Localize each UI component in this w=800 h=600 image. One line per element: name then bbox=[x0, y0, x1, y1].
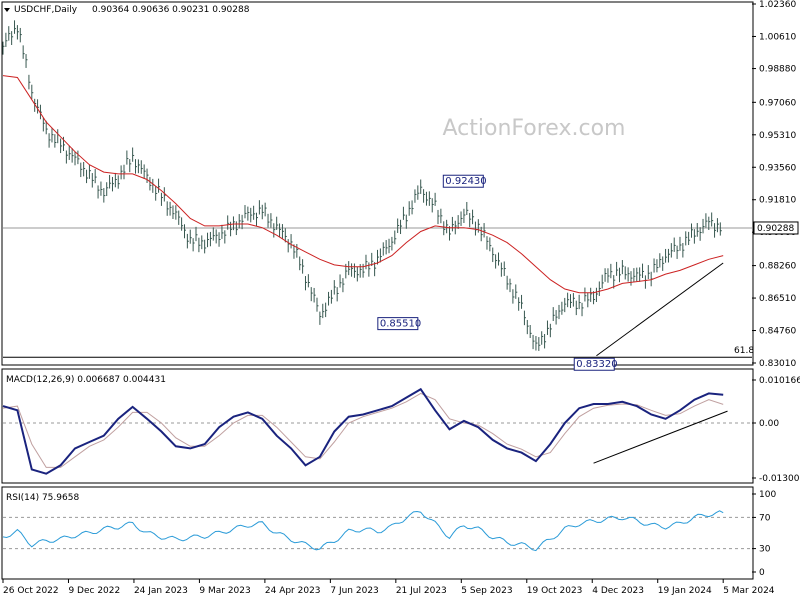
annotation-box bbox=[573, 357, 615, 371]
rsi-y-tick-label: 100 bbox=[759, 490, 776, 500]
x-tick-label: 5 Mar 2024 bbox=[723, 586, 775, 596]
x-tick-label: 26 Oct 2022 bbox=[3, 586, 59, 596]
fib-level-label: 61.8 bbox=[734, 346, 754, 356]
x-tick-label: 9 Dec 2022 bbox=[68, 586, 120, 596]
rsi-y-tick-label: 0 bbox=[759, 568, 765, 578]
x-axis-labels: 26 Oct 2022 9 Dec 2022 24 Jan 2023 9 Mar 20… bbox=[2, 579, 775, 596]
macd-panel-frame bbox=[1, 368, 754, 484]
x-tick-label: 5 Sep 2023 bbox=[461, 586, 512, 596]
price-annotation-label: 0.83320 bbox=[576, 359, 617, 370]
price-y-tick-label: 0.93560 bbox=[759, 163, 796, 173]
x-tick-label: 19 Oct 2023 bbox=[527, 586, 583, 596]
price-y-tick-label: 1.02360 bbox=[759, 0, 796, 10]
macd-y-tick-label: 0.010166 bbox=[759, 376, 800, 386]
y-axis-labels: 1.02360 1.00610 0.98880 0.97060 0.95310 0.935… bbox=[752, 0, 800, 578]
price-trendline bbox=[596, 262, 724, 357]
rsi-y-tick-label: 30 bbox=[759, 545, 771, 555]
chart-ohlc: 0.90364 0.90636 0.90231 0.90288 bbox=[92, 5, 250, 15]
x-tick-label: 24 Apr 2023 bbox=[265, 586, 321, 596]
x-tick-label: 9 Mar 2023 bbox=[199, 586, 250, 596]
rsi-y-tick-label: 70 bbox=[759, 513, 771, 523]
price-y-tick-label: 0.84760 bbox=[759, 327, 796, 337]
annotation-box bbox=[442, 174, 484, 188]
price-y-tick-label: 0.83010 bbox=[759, 359, 796, 369]
price-annotation-label: 0.85510 bbox=[380, 319, 421, 330]
price-panel-frame bbox=[1, 1, 754, 366]
price-y-tick-label: 0.91810 bbox=[759, 196, 796, 206]
moving-average-line bbox=[2, 75, 724, 294]
chart-symbol: USDCHF,Daily bbox=[14, 5, 78, 15]
annotation-box bbox=[377, 317, 419, 331]
price-annotation-label: 0.92430 bbox=[445, 176, 486, 187]
rsi-title: RSI(14) 75.9658 bbox=[6, 493, 79, 503]
macd-title: MACD(12,26,9) 0.006687 0.004431 bbox=[6, 375, 166, 385]
price-y-tick-label: 0.88260 bbox=[759, 262, 796, 272]
price-y-tick-label: 0.86510 bbox=[759, 294, 796, 304]
price-series-group bbox=[2, 20, 724, 357]
macd-line bbox=[2, 387, 724, 475]
triangle-down-icon[interactable] bbox=[4, 8, 10, 12]
macd-signal-line bbox=[2, 392, 724, 468]
x-tick-label: 21 Jul 2023 bbox=[396, 586, 447, 596]
x-tick-label: 19 Jan 2024 bbox=[658, 586, 712, 596]
price-y-tick-label: 0.98880 bbox=[759, 65, 796, 75]
macd-trendline bbox=[593, 410, 728, 464]
current-price-box bbox=[753, 221, 799, 235]
rsi-panel-frame bbox=[1, 486, 754, 580]
x-tick-label: 4 Dec 2023 bbox=[592, 586, 644, 596]
macd-y-tick-label: -0.013006 bbox=[759, 474, 800, 484]
price-y-tick-label: 1.00610 bbox=[759, 32, 796, 42]
current-price-label: 0.90288 bbox=[757, 224, 794, 234]
price-annotations: 0.92430 0.85510 0.83320 61.8 bbox=[3, 174, 754, 371]
price-y-tick-label: 0.97060 bbox=[759, 98, 796, 108]
macd-series-group bbox=[2, 387, 752, 475]
macd-y-tick-label: 0.00 bbox=[759, 419, 779, 429]
rsi-series-group bbox=[2, 510, 752, 552]
x-tick-label: 24 Jan 2023 bbox=[134, 586, 188, 596]
rsi-line bbox=[2, 510, 724, 552]
watermark-text: ActionForex.com bbox=[443, 116, 626, 141]
price-y-tick-label: 0.95310 bbox=[759, 131, 796, 141]
x-tick-label: 7 Jun 2023 bbox=[330, 586, 378, 596]
